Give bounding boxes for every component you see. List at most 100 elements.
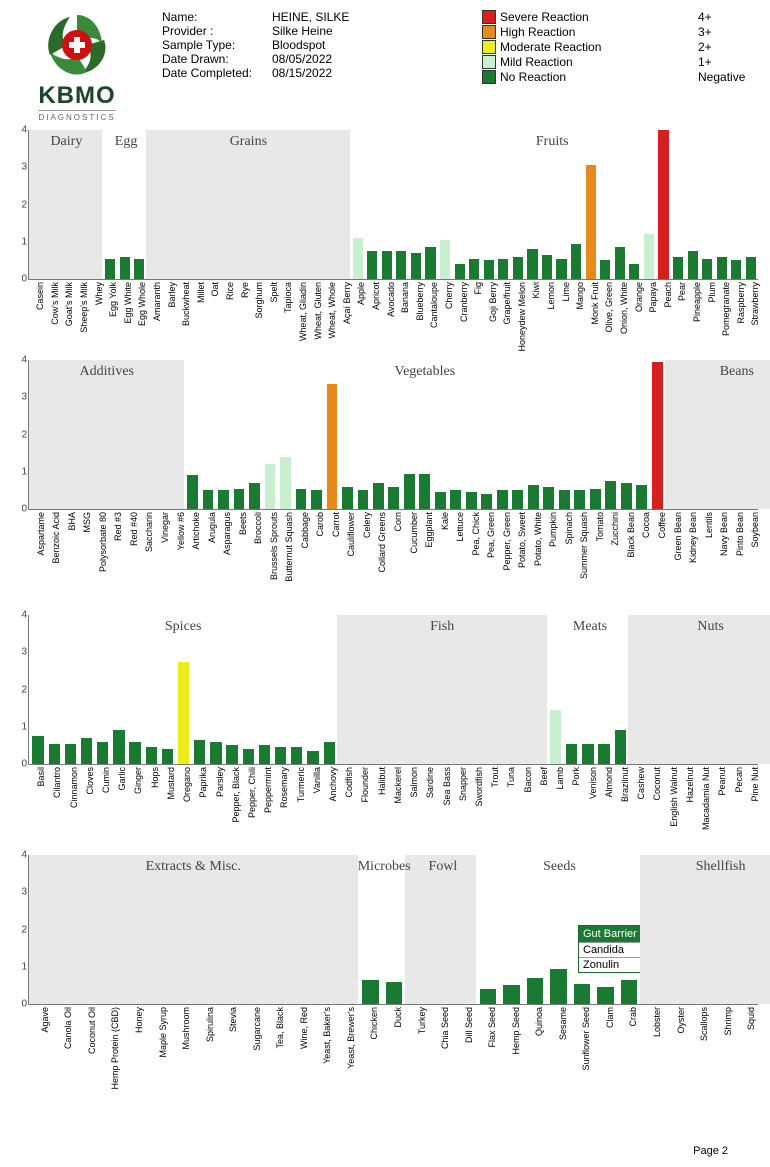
y-tick: 4 bbox=[15, 125, 27, 136]
y-tick: 3 bbox=[15, 887, 27, 898]
bars-row bbox=[29, 130, 758, 279]
bar bbox=[605, 481, 616, 509]
bar-col bbox=[510, 360, 525, 509]
info-value: 08/05/2022 bbox=[272, 52, 332, 66]
logo: KBMO DIAGNOSTICS bbox=[12, 10, 142, 122]
bar-col bbox=[700, 130, 715, 279]
bar bbox=[307, 751, 318, 764]
xlabel: Stevia bbox=[228, 1007, 238, 1032]
bar-col bbox=[548, 615, 564, 764]
info-label: Sample Type: bbox=[162, 38, 272, 52]
category-shade bbox=[405, 855, 476, 1004]
bar-col bbox=[570, 855, 593, 1004]
category-label: Beans bbox=[720, 364, 754, 380]
xlabel: Potato, White bbox=[533, 512, 543, 566]
bar-col bbox=[479, 360, 494, 509]
info-value: 08/15/2022 bbox=[272, 66, 332, 80]
xlabel: Cocoa bbox=[641, 512, 651, 538]
xlabel: Cherry bbox=[444, 282, 454, 309]
info-label: Provider : bbox=[162, 24, 272, 38]
xlabel: Turmeric bbox=[296, 767, 306, 802]
bar-col bbox=[192, 615, 208, 764]
xlabel: Whey bbox=[94, 282, 104, 305]
bar-col bbox=[464, 360, 479, 509]
bar bbox=[113, 730, 124, 764]
category-label: Fowl bbox=[429, 859, 458, 875]
xlabel: Red #3 bbox=[113, 512, 123, 541]
xlabel: Dill Seed bbox=[464, 1007, 474, 1043]
xlabel: Halibut bbox=[377, 767, 387, 795]
xlabel: Strawberry bbox=[750, 282, 760, 326]
xlabel: Wheat, Gliadin bbox=[298, 282, 308, 341]
bar-col bbox=[216, 360, 231, 509]
xlabel: Cauliflower bbox=[346, 512, 356, 557]
bar bbox=[498, 259, 508, 279]
bar bbox=[259, 745, 270, 764]
xlabel: Egg Yolk bbox=[108, 282, 118, 317]
xlabel: Barley bbox=[167, 282, 177, 308]
bar-col bbox=[62, 615, 78, 764]
xlabel: Clam bbox=[605, 1007, 615, 1028]
bar bbox=[559, 490, 570, 509]
bar bbox=[311, 490, 322, 509]
bar-col bbox=[289, 615, 305, 764]
xlabel: Pepper, Chili bbox=[247, 767, 257, 818]
xlabel: Red #40 bbox=[129, 512, 139, 546]
bar bbox=[586, 165, 596, 279]
bar-col bbox=[556, 360, 571, 509]
xlabel: Saccharin bbox=[144, 512, 154, 552]
bar bbox=[129, 742, 140, 764]
legend-swatch bbox=[482, 10, 496, 24]
bar bbox=[527, 249, 537, 279]
category-label: Spices bbox=[165, 619, 202, 635]
legend-row: Mild Reaction1+ bbox=[482, 55, 758, 69]
legend-swatch bbox=[482, 70, 496, 84]
category-label: Microbes bbox=[358, 859, 411, 875]
bar bbox=[543, 487, 554, 509]
xlabel: Scallops bbox=[699, 1007, 709, 1041]
xlabel: Pea, Chick bbox=[471, 512, 481, 556]
xlabel: Raspberry bbox=[736, 282, 746, 324]
bar-col bbox=[598, 130, 613, 279]
xlabel: Grape/fruit bbox=[502, 282, 512, 325]
xlabel: Crab bbox=[628, 1007, 638, 1027]
xlabel: Pine Nut bbox=[750, 767, 760, 802]
info-row: Date Drawn:08/05/2022 bbox=[162, 52, 462, 66]
info-row: Provider :Silke Heine bbox=[162, 24, 462, 38]
logo-icon bbox=[42, 10, 112, 80]
info-row: Sample Type:Bloodspot bbox=[162, 38, 462, 52]
xlabel: Rye bbox=[240, 282, 250, 298]
xlabel: Navy Bean bbox=[719, 512, 729, 556]
xlabel: Sorghum bbox=[254, 282, 264, 319]
bar bbox=[527, 978, 543, 1004]
legend-swatch bbox=[482, 40, 496, 54]
bar-col bbox=[293, 360, 308, 509]
category-label: Fish bbox=[430, 619, 454, 635]
xlabel: Sardine bbox=[425, 767, 435, 798]
bar-col bbox=[467, 130, 482, 279]
xlabel: Carrot bbox=[331, 512, 341, 537]
bar bbox=[234, 489, 245, 509]
bar bbox=[621, 980, 637, 1004]
xlabel: Kale bbox=[440, 512, 450, 530]
bar bbox=[194, 740, 205, 764]
bar-col bbox=[500, 855, 523, 1004]
category-label: Nuts bbox=[697, 619, 723, 635]
bar-col bbox=[143, 615, 159, 764]
legend-swatch bbox=[482, 55, 496, 69]
xlabel: Brussels Sprouts bbox=[269, 512, 279, 580]
bar bbox=[615, 247, 625, 279]
xlabel: Hazelnut bbox=[685, 767, 695, 803]
xlabel: Yellow #6 bbox=[176, 512, 186, 550]
logo-text: KBMO bbox=[38, 82, 115, 110]
bar-col bbox=[612, 615, 628, 764]
bar bbox=[629, 264, 639, 279]
xlabel: Mushroom bbox=[181, 1007, 191, 1050]
bar bbox=[566, 744, 577, 764]
chart-panel: SpicesFishMeatsNuts01234BasilCilantroCin… bbox=[12, 615, 758, 765]
bar bbox=[275, 747, 286, 764]
bar-col bbox=[495, 360, 510, 509]
bar bbox=[480, 989, 496, 1004]
bar bbox=[353, 238, 363, 279]
bar bbox=[342, 487, 353, 509]
